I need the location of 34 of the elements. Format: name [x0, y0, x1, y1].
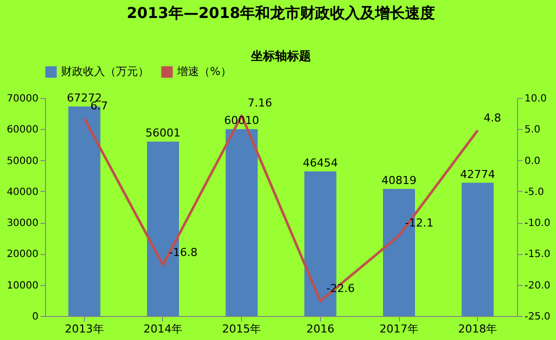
y2-tick-label: 5.0 [524, 124, 540, 136]
y2-tick-label: 10.0 [524, 94, 547, 104]
chart-subtitle: 坐标轴标题 [250, 49, 311, 63]
chart-title: 2013年—2018年和龙市财政收入及增长速度 [126, 4, 436, 22]
y2-tick-label: -5.0 [524, 186, 544, 198]
legend-label: 增速（%） [176, 65, 232, 78]
y2-tick-label: 0.0 [524, 156, 540, 167]
x-tick-label: 2016 [306, 322, 334, 336]
y2-tick-label: -15.0 [524, 249, 550, 260]
legend-label: 财政收入（万元） [61, 65, 149, 78]
x-tick-label: 2013年 [64, 322, 104, 336]
y-tick-label: 10000 [6, 280, 38, 292]
x-tick-label: 2015年 [222, 322, 262, 336]
y-tick-label: 70000 [6, 94, 38, 104]
data-label: 40819 [382, 174, 416, 187]
y-tick-label: 20000 [6, 249, 38, 260]
x-tick-label: 2014年 [144, 322, 182, 336]
data-label: 42774 [460, 168, 496, 181]
bar [226, 129, 258, 316]
x-tick-label: 2018年 [458, 322, 498, 336]
y-tick-label: 0 [32, 312, 38, 322]
data-label: 56001 [146, 126, 180, 140]
data-label: 4.8 [484, 111, 502, 124]
y2-tick-label: -25.0 [524, 312, 550, 322]
y2-tick-label: -20.0 [524, 280, 550, 292]
bar [462, 182, 494, 316]
x-tick-label: 2017年 [380, 322, 418, 336]
y-tick-label: 60000 [6, 124, 38, 136]
y-tick-label: 30000 [6, 218, 38, 230]
data-label: 7.16 [248, 96, 272, 110]
data-label: 46454 [302, 156, 338, 170]
y2-tick-label: -10.0 [524, 218, 550, 230]
y-tick-label: 40000 [6, 186, 38, 198]
y-tick-label: 50000 [6, 156, 38, 167]
